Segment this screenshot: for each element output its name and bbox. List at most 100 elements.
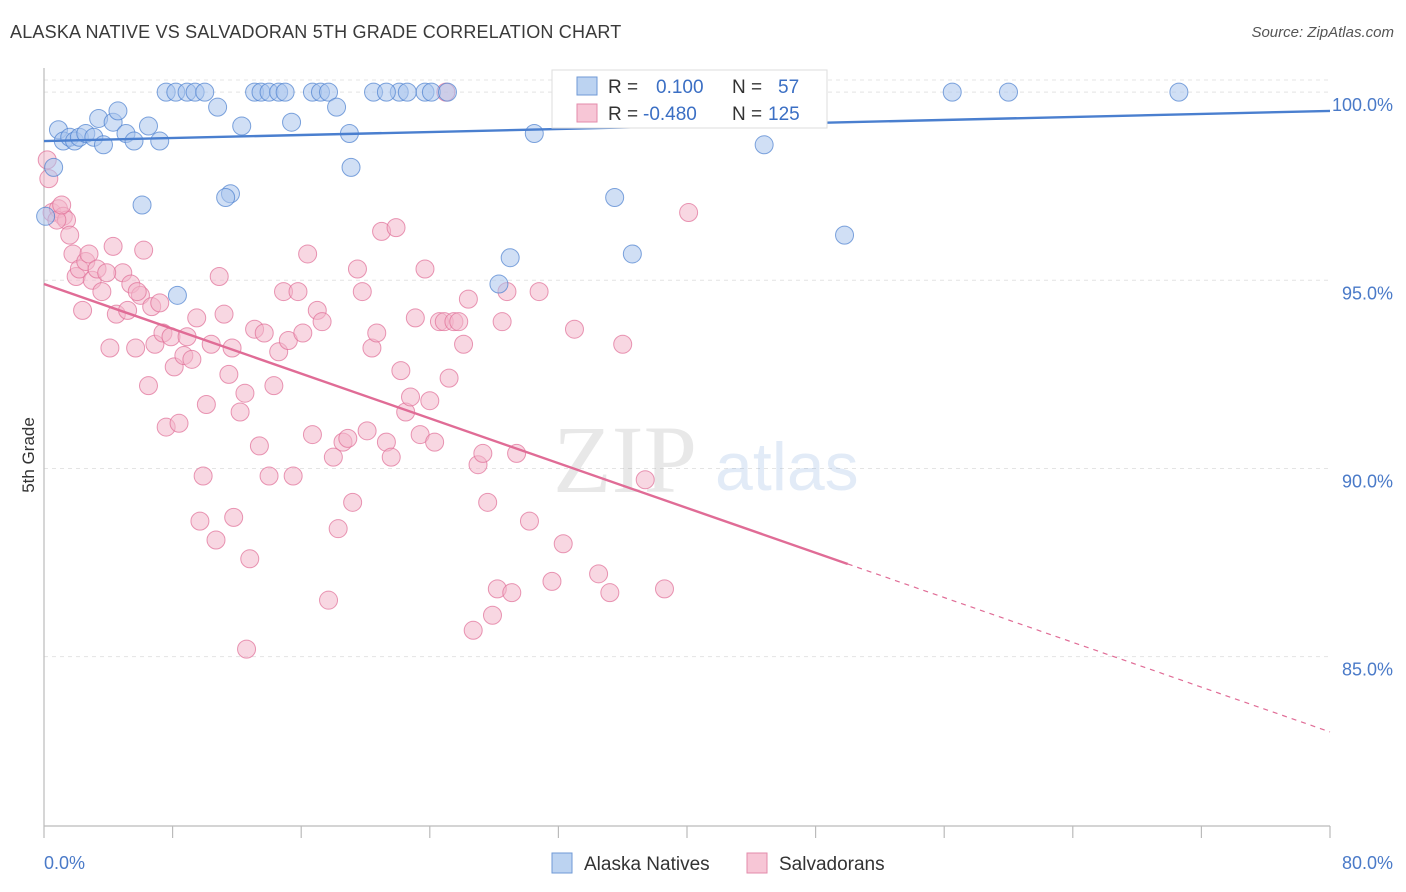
alaska-natives-point (489, 274, 509, 294)
salvadorans-point (214, 304, 234, 324)
y-tick-labels: 85.0% 90.0% 95.0% 100.0% (1332, 95, 1393, 680)
legend-n-label-1: N = (732, 77, 762, 98)
salvadorans-point (415, 259, 435, 279)
salvadorans-point (338, 428, 358, 448)
salvadorans-point (298, 244, 318, 264)
alaska-natives-point (397, 82, 417, 102)
alaska-natives-point (327, 97, 347, 117)
salvadorans-point (92, 282, 112, 302)
stats-legend: R = 0.100 N = 57 R = -0.480 N = 125 (551, 69, 828, 129)
salvadorans-point (502, 583, 522, 603)
salvadorans-point (254, 323, 274, 343)
salvadorans-point (367, 323, 387, 343)
alaska-natives-point (216, 187, 236, 207)
salvadorans-point (73, 300, 93, 320)
axes (43, 68, 1331, 838)
salvadorans-point (169, 413, 189, 433)
salvadorans-point (357, 421, 377, 441)
salvadorans-point (103, 236, 123, 256)
stats-legend-box (551, 69, 828, 129)
grid-lines (44, 79, 1330, 658)
alaska-natives-point (138, 116, 158, 136)
legend-n-value-2: 125 (768, 104, 800, 125)
salvadorans-point (312, 312, 332, 332)
salvadorans-points (37, 82, 699, 659)
legend-swatch-pink (576, 103, 598, 123)
alaska-natives-point (622, 244, 642, 264)
salvadorans-point (209, 267, 229, 287)
salvadorans-point (473, 443, 493, 463)
salvadorans-point (138, 376, 158, 396)
alaska-natives-point (1169, 82, 1189, 102)
salvadorans-point (564, 319, 584, 339)
salvadorans-point (347, 259, 367, 279)
salvadorans-point (343, 492, 363, 512)
salvadorans-point (492, 312, 512, 332)
chart-title: ALASKA NATIVE VS SALVADORAN 5TH GRADE CO… (10, 22, 622, 42)
salvadorans-point (79, 244, 99, 264)
legend-swatch-salvadorans (746, 852, 768, 874)
salvadorans-point (454, 334, 474, 354)
salvadorans-point (401, 387, 421, 407)
legend-swatch-blue (576, 76, 598, 96)
salvadorans-point (126, 338, 146, 358)
salvadorans-point (319, 590, 339, 610)
salvadorans-point (449, 312, 469, 332)
alaska-natives-point (605, 187, 625, 207)
alaska-natives-point (132, 195, 152, 215)
alaska-natives-point (500, 248, 520, 268)
salvadorans-point (542, 571, 562, 591)
salvadorans-point (224, 507, 244, 527)
alaska-natives-point (208, 97, 228, 117)
alaska-natives-point (376, 82, 396, 102)
y-tick-label: 95.0% (1342, 283, 1393, 303)
salvadorans-point (150, 293, 170, 313)
salvadorans-point (52, 195, 72, 215)
salvadorans-point (264, 376, 284, 396)
salvadorans-point (381, 447, 401, 467)
salvadorans-point (288, 282, 308, 302)
salvadorans-point (283, 466, 303, 486)
legend-n-label-2: N = (732, 104, 762, 125)
alaska-natives-point (437, 82, 457, 102)
salvadorans-point (679, 203, 699, 223)
alaska-natives-point (942, 82, 962, 102)
alaska-natives-point (282, 112, 302, 132)
salvadorans-point (235, 383, 255, 403)
salvadorans-point (328, 519, 348, 539)
watermark-atlas: atlas (715, 429, 859, 505)
salvadorans-point (507, 443, 527, 463)
alaska-natives-point (167, 285, 187, 305)
series-legend: Alaska Natives Salvadorans (551, 852, 885, 875)
salvadorans-point (391, 361, 411, 381)
salvadorans-point (600, 583, 620, 603)
salvadorans-point (187, 308, 207, 328)
legend-label-salvadorans: Salvadorans (779, 854, 885, 875)
salvadorans-point (635, 470, 655, 490)
salvadorans-point (352, 282, 372, 302)
legend-r-value-1: 0.100 (656, 77, 704, 98)
legend-r-label-2: R = (608, 104, 638, 125)
trend-line-solid-1 (43, 282, 849, 566)
salvadorans-point (482, 605, 502, 625)
salvadorans-point (193, 466, 213, 486)
watermark-zip: ZIP (553, 406, 697, 513)
salvadorans-point (553, 534, 573, 554)
y-tick-label: 100.0% (1332, 95, 1393, 115)
x-tick-labels: 0.0% 80.0% (44, 853, 1393, 873)
x-tick-label-min: 0.0% (44, 853, 85, 873)
salvadorans-point (134, 240, 154, 260)
salvadorans-point (206, 530, 226, 550)
y-tick-label: 90.0% (1342, 471, 1393, 491)
alaska-natives-point (36, 206, 56, 226)
salvadorans-point (589, 564, 609, 584)
salvadorans-point (302, 425, 322, 445)
alaska-natives-point (835, 225, 855, 245)
salvadorans-point (425, 432, 445, 452)
salvadorans-point (654, 579, 674, 599)
salvadorans-point (190, 511, 210, 531)
salvadorans-point (182, 349, 202, 369)
salvadorans-point (222, 338, 242, 358)
source-credit: Source: ZipAtlas.com (1251, 24, 1394, 41)
